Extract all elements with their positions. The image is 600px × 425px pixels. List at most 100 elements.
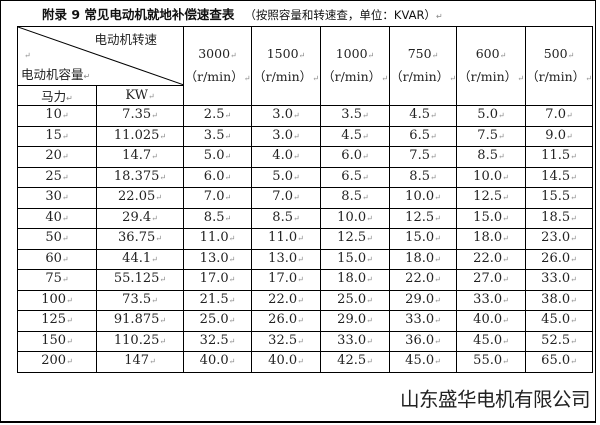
kw-cell: 36.75 — [96, 228, 184, 250]
speed-value: 1500 — [252, 43, 320, 66]
horsepower-cell: 20 — [17, 146, 97, 168]
horsepower-cell: 200 — [17, 351, 97, 373]
kvar-cell: 55.0 — [456, 351, 526, 373]
kvar-cell: 4.0 — [251, 146, 321, 168]
horsepower-cell: 75 — [17, 269, 97, 291]
kw-header: KW — [96, 85, 184, 106]
kvar-cell: 42.5 — [320, 351, 390, 373]
table-row: 150110.2532.532.533.036.045.052.5 — [17, 330, 593, 352]
kvar-cell: 27.0 — [456, 269, 526, 291]
kw-cell: 7.35 — [96, 105, 184, 127]
speed-value: 750 — [390, 43, 456, 66]
kvar-cell: 23.0 — [525, 228, 593, 250]
speed-header: 500（r/min） — [525, 26, 593, 106]
kvar-cell: 11.0 — [183, 228, 252, 250]
title-subtitle: （按照容量和转速查，单位：KVAR） — [244, 8, 442, 22]
kvar-cell: 45.0 — [389, 351, 457, 373]
kvar-cell: 4.5 — [389, 105, 457, 127]
table-row: 107.352.53.03.54.55.07.0 — [17, 105, 593, 127]
horsepower-cell: 100 — [17, 289, 97, 311]
kvar-cell: 7.0 — [183, 187, 252, 209]
speed-unit: （r/min） — [390, 66, 456, 89]
kvar-cell: 33.0 — [320, 330, 390, 352]
table-row: 6044.113.013.015.018.022.026.0 — [17, 248, 593, 270]
kvar-cell: 3.0 — [251, 105, 321, 127]
horsepower-cell: 40 — [17, 207, 97, 229]
speed-unit: （r/min） — [321, 66, 389, 89]
kvar-cell: 5.0 — [251, 166, 321, 188]
horsepower-cell: 30 — [17, 187, 97, 209]
kw-cell: 73.5 — [96, 289, 184, 311]
kvar-cell: 65.0 — [525, 351, 593, 373]
kvar-cell: 13.0 — [251, 248, 321, 270]
table-row: 20014740.040.042.545.055.065.0 — [17, 351, 593, 373]
kvar-cell: 2.5 — [183, 105, 252, 127]
kvar-cell: 18.5 — [525, 207, 593, 229]
kvar-cell: 45.0 — [525, 310, 593, 332]
kvar-cell: 11.0 — [251, 228, 321, 250]
kvar-cell: 7.5 — [389, 146, 457, 168]
table-row: 2014.75.04.06.07.58.511.5 — [17, 146, 593, 168]
kvar-cell: 22.0 — [456, 248, 526, 270]
kvar-cell: 8.5 — [251, 207, 321, 229]
kvar-cell: 38.0 — [525, 289, 593, 311]
kvar-cell: 29.0 — [320, 310, 390, 332]
kw-cell: 44.1 — [96, 248, 184, 270]
kvar-cell: 29.0 — [389, 289, 457, 311]
kvar-cell: 6.0 — [320, 146, 390, 168]
kvar-cell: 18.0 — [320, 269, 390, 291]
table-row: 3022.057.07.08.510.012.515.5 — [17, 187, 593, 209]
corner-header: 电动机转速 ↵ 电动机容量 — [17, 26, 184, 86]
kvar-cell: 10.0 — [389, 187, 457, 209]
table-row: 2518.3756.05.06.58.510.014.5 — [17, 166, 593, 188]
kvar-cell: 15.0 — [456, 207, 526, 229]
table-row: 12591.87525.026.029.033.040.045.0 — [17, 310, 593, 332]
table-row: 1511.0253.53.04.56.57.59.0 — [17, 125, 593, 147]
kvar-cell: 26.0 — [525, 248, 593, 270]
kw-cell: 110.25 — [96, 330, 184, 352]
kvar-cell: 6.0 — [183, 166, 252, 188]
speed-unit: （r/min） — [526, 66, 592, 89]
diagonal-line — [18, 27, 184, 85]
kvar-cell: 7.0 — [525, 105, 593, 127]
horsepower-cell: 10 — [17, 105, 97, 127]
horsepower-header: 马力 — [17, 85, 97, 106]
kvar-cell: 15.0 — [320, 248, 390, 270]
kvar-cell: 40.0 — [456, 310, 526, 332]
kvar-cell: 4.5 — [320, 125, 390, 147]
table-row: 7555.12517.017.018.022.027.033.0 — [17, 269, 593, 291]
kw-cell: 11.025 — [96, 125, 184, 147]
kvar-cell: 25.0 — [320, 289, 390, 311]
speed-value: 600 — [457, 43, 525, 66]
kvar-cell: 25.0 — [183, 310, 252, 332]
kvar-cell: 17.0 — [183, 269, 252, 291]
kw-cell: 22.05 — [96, 187, 184, 209]
kvar-cell: 32.5 — [183, 330, 252, 352]
kvar-cell: 10.0 — [320, 207, 390, 229]
kvar-cell: 12.5 — [389, 207, 457, 229]
corner-speed-label: 电动机转速 — [94, 32, 157, 47]
kvar-cell: 33.0 — [456, 289, 526, 311]
speed-value: 500 — [526, 43, 592, 66]
speed-header: 1000（r/min） — [320, 26, 390, 106]
kvar-cell: 3.5 — [183, 125, 252, 147]
kw-cell: 55.125 — [96, 269, 184, 291]
kw-cell: 14.7 — [96, 146, 184, 168]
kw-cell: 29.4 — [96, 207, 184, 229]
kvar-cell: 22.0 — [251, 289, 321, 311]
horsepower-cell: 150 — [17, 330, 97, 352]
table-row: 4029.48.58.510.012.515.018.5 — [17, 207, 593, 229]
kvar-cell: 3.0 — [251, 125, 321, 147]
kvar-cell: 22.0 — [389, 269, 457, 291]
kvar-cell: 18.0 — [456, 228, 526, 250]
kvar-cell: 40.0 — [183, 351, 252, 373]
speed-header: 1500（r/min） — [251, 26, 321, 106]
speed-header: 600（r/min） — [456, 26, 526, 106]
kvar-cell: 12.5 — [456, 187, 526, 209]
kvar-cell: 8.5 — [456, 146, 526, 168]
speed-value: 1000 — [321, 43, 389, 66]
kvar-cell: 14.5 — [525, 166, 593, 188]
kvar-cell: 12.5 — [320, 228, 390, 250]
horsepower-cell: 60 — [17, 248, 97, 270]
